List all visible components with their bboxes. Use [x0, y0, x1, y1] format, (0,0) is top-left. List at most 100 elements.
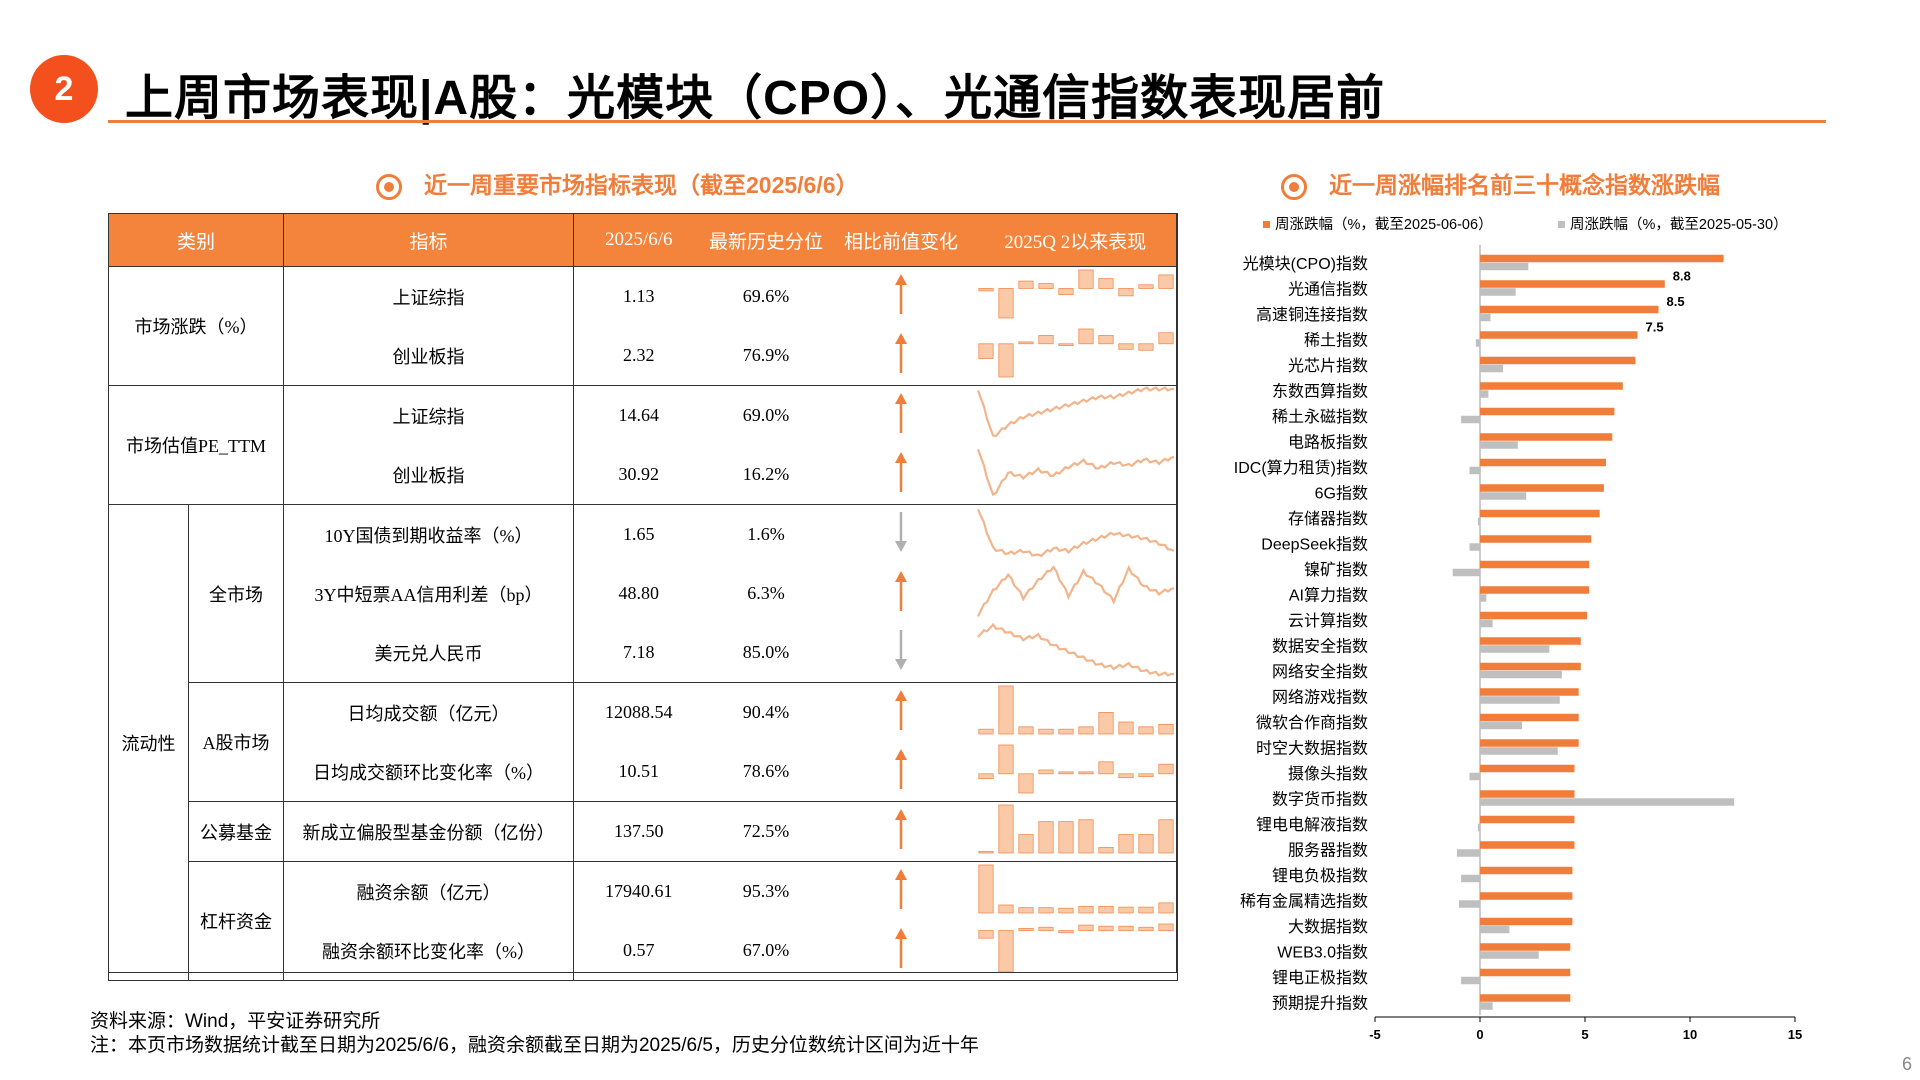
sparkline-bar [1057, 771, 1074, 775]
bar-previous-week [1480, 670, 1562, 679]
footnote: 注：本页市场数据统计截至日期为2025/6/6，融资余额截至日期为2025/6/… [90, 1035, 979, 1056]
latest-value: 12088.54 [573, 682, 704, 742]
category-valuation: 市场估值PE_TTM [107, 385, 285, 505]
sparkline [976, 564, 1174, 617]
sparkline-bar [1057, 907, 1074, 914]
sparkline-bar [1037, 728, 1054, 735]
sparkline-cell [973, 921, 1179, 981]
sparkline-bar [1017, 773, 1034, 794]
sparkline [976, 386, 1174, 438]
change-arrow-cell [829, 564, 974, 623]
bar-current-week [1480, 305, 1659, 314]
table-row: 杠杆资金 融资余额（亿元） 17940.61 95.3% [109, 861, 1179, 981]
arrow-up-icon [895, 452, 908, 492]
sparkline-cell [973, 385, 1179, 445]
change-arrow-cell [829, 445, 974, 505]
sparkline-bar [1137, 343, 1154, 351]
indicator-name: 日均成交额（亿元） [283, 682, 575, 742]
category-label: 6G指数 [1315, 484, 1368, 502]
indicator-name: 3Y中短票AA信用利差（bp） [283, 564, 575, 623]
sparkline-bar [997, 685, 1014, 735]
arrow-up-icon [895, 749, 908, 789]
percentile-value: 76.9% [742, 345, 790, 365]
table-row: 融资余额环比变化率（%） 0.57 67.0% [109, 921, 1179, 981]
bar-current-week [1480, 331, 1638, 339]
latest-value: 17940.61 [573, 861, 704, 921]
sparkline-bar [997, 343, 1014, 378]
sparkline-cell [973, 682, 1179, 742]
percentile-value: 95.3% [703, 861, 829, 921]
category-label: 网络游戏指数 [1272, 687, 1368, 706]
arrow-up-icon [895, 393, 908, 433]
change-arrow-cell [828, 801, 974, 862]
bar-current-week [1480, 994, 1571, 1002]
table-row: A股市场 日均成交额（亿元） 12088.54 90.4% [109, 682, 1179, 802]
percentile-value: 6.3% [747, 583, 785, 603]
arrow-up-icon [895, 928, 908, 968]
sparkline-cell [973, 326, 1179, 386]
right-section-title-text: 近一周涨幅排名前三十概念指数涨跌幅 [1329, 172, 1720, 198]
arrow-up-icon [895, 809, 908, 849]
sparkline-bar [977, 930, 994, 939]
indicator-name: 创业板指 [283, 326, 575, 386]
category-leverage: 杠杆资金 [187, 861, 285, 981]
bar-current-week [1480, 815, 1575, 824]
sparkline-bar [1037, 283, 1054, 289]
latest-value: 14.64 [573, 385, 704, 445]
sparkline-bar [1117, 343, 1134, 350]
sparkline-bar [1117, 288, 1134, 297]
category-label: 镍矿指数 [1304, 561, 1368, 579]
category-label: 大数据指数 [1288, 918, 1368, 936]
x-tick-label: 10 [1683, 1027, 1697, 1042]
bar-previous-week [1480, 619, 1493, 628]
percentile-value: 90.4% [703, 682, 829, 742]
arrow-up-icon [895, 571, 908, 611]
sparkline-bar [1137, 906, 1154, 914]
bar-previous-week [1452, 568, 1480, 577]
sparkline-bar [1137, 284, 1154, 289]
bar-previous-week [1477, 823, 1480, 832]
sparkline-bar [1157, 332, 1174, 345]
change-arrow-cell [828, 385, 974, 445]
sparkline-bar [1117, 721, 1134, 735]
sparkline [977, 685, 1174, 735]
sparkline-bar [1157, 819, 1174, 854]
sparkline-bar [1037, 907, 1054, 914]
header-change: 相比前值变化 [828, 213, 974, 267]
percentile-value: 69.0% [703, 385, 829, 445]
bar-previous-week [1480, 925, 1510, 934]
table-row: 创业板指 2.32 76.9% [109, 326, 1179, 386]
bar-current-week [1480, 254, 1724, 263]
bar-current-week [1480, 509, 1600, 518]
bar-current-week [1480, 407, 1615, 416]
sparkline-bar [1057, 728, 1074, 735]
latest-value: 1.13 [573, 266, 704, 326]
category-label: 锂电正极指数 [1272, 969, 1368, 987]
bar-previous-week [1480, 721, 1522, 730]
bar-current-week [1480, 790, 1575, 798]
bar-previous-week [1480, 313, 1491, 322]
bar-previous-week [1480, 951, 1539, 959]
header-date: 2025/6/6 [573, 213, 704, 267]
sparkline-cell [973, 564, 1179, 623]
sparkline-bar [1097, 905, 1114, 914]
percentile-value: 85.0% [742, 642, 790, 662]
category-label: 服务器指数 [1288, 841, 1368, 859]
bar-previous-week [1480, 262, 1529, 271]
sparkline-line [976, 386, 1174, 438]
sparkline-bar [1037, 335, 1054, 345]
bar-current-week [1480, 535, 1592, 543]
indicator-name: 融资余额（亿元） [283, 861, 575, 921]
sparkline-bar [1097, 335, 1114, 345]
concept-index-bar-chart: 周涨跌幅（%，截至2025-06-06） 周涨跌幅（%，截至2025-05-30）… [1234, 216, 1802, 1042]
sparkline-bar [1097, 761, 1114, 775]
category-label: 数字货币指数 [1272, 790, 1368, 808]
bar-current-week [1480, 866, 1573, 875]
sparkline-bar [997, 288, 1014, 319]
change-arrow-cell [828, 266, 974, 326]
sparkline-cell [973, 504, 1179, 564]
indicator-name: 融资余额环比变化率（%） [283, 921, 575, 981]
bar-previous-week [1480, 747, 1558, 755]
legend-entry: 周涨跌幅（%，截至2025-05-30） [1570, 216, 1788, 233]
sparkline [977, 923, 1174, 973]
